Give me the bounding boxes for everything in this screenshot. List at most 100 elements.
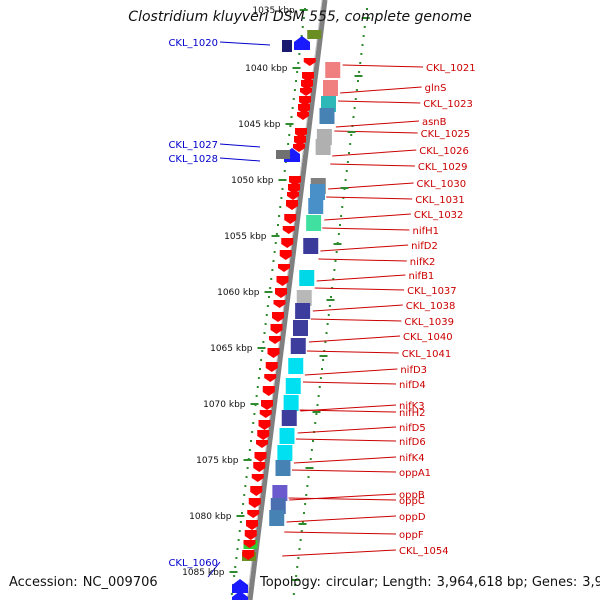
- scale-dot: [303, 512, 305, 514]
- topology-value: circular: [325, 575, 374, 590]
- scale-dot: [277, 224, 279, 226]
- gene-arrow-forward: [288, 184, 300, 194]
- scale-dot: [327, 314, 330, 316]
- gene-arrow-forward: [299, 96, 311, 106]
- scale-dot: [318, 386, 321, 388]
- scale-tick-label: 1070 kbp: [203, 400, 246, 410]
- leader-line: [326, 196, 413, 200]
- gene-arrow-forward: [275, 288, 287, 298]
- gene-arrow-forward: [270, 324, 283, 334]
- gene-label-right: nifD4: [399, 380, 426, 391]
- leader-line: [219, 143, 261, 148]
- scale-dot: [300, 35, 303, 37]
- scale-dot: [236, 548, 239, 550]
- cog-block: [296, 290, 312, 306]
- gene-label-right: CKL_1040: [403, 332, 453, 343]
- scale-tick-label: 1085 kbp: [182, 568, 225, 578]
- leader-line: [302, 381, 397, 385]
- leader-line: [334, 130, 418, 134]
- cog-block: [325, 62, 341, 78]
- scale-dot: [288, 134, 291, 136]
- scale-tick-label: 1050 kbp: [231, 176, 274, 186]
- scale-dot: [268, 296, 270, 298]
- leader-line: [332, 149, 417, 157]
- scale-dot: [242, 503, 245, 505]
- leader-line: [338, 100, 421, 104]
- scale-dot: [301, 521, 304, 523]
- cog-block: [308, 198, 324, 214]
- scale-dot: [358, 71, 361, 73]
- scale-dot: [315, 413, 318, 415]
- leader-line: [318, 258, 407, 262]
- scale-dot: [255, 395, 258, 397]
- scale-dot: [253, 413, 256, 415]
- scale-dot: [326, 323, 329, 325]
- gene-arrow-forward: [253, 462, 266, 472]
- cog-block: [288, 358, 304, 374]
- leader-line: [297, 426, 397, 434]
- gene-arrow-forward: [298, 104, 310, 114]
- scale-dot: [328, 305, 331, 307]
- gene-arrow-forward: [250, 486, 263, 496]
- scale-tick-label: 1065 kbp: [210, 344, 253, 354]
- scale-dot: [266, 305, 269, 307]
- cog-block: [299, 270, 315, 286]
- scale-dot: [251, 431, 254, 433]
- scale-dot: [296, 71, 299, 73]
- gene-label-right: CKL_1039: [404, 317, 454, 328]
- scale-dot: [273, 251, 276, 253]
- scale-dot: [317, 395, 320, 397]
- cog-category-blocks: [242, 30, 341, 561]
- cog-block: [323, 80, 338, 96]
- scale-dot: [353, 107, 356, 109]
- leader-line: [330, 163, 415, 167]
- scale-dot: [301, 26, 304, 28]
- leader-line: [289, 493, 397, 501]
- scale-dot: [259, 368, 261, 370]
- leader-line: [293, 456, 397, 464]
- scale-dot: [302, 17, 305, 19]
- scale-dot: [298, 53, 301, 55]
- gene-arrow-forward: [289, 176, 301, 186]
- leader-line: [308, 335, 401, 343]
- scale-dot: [345, 170, 348, 172]
- gene-label-right: CKL_1029: [418, 162, 468, 173]
- scale-tick-label: 1035 kbp: [252, 6, 295, 16]
- scale-dot: [271, 269, 274, 271]
- gene-label-right: oppF: [399, 530, 424, 541]
- leader-line: [304, 368, 398, 376]
- scale-dot: [312, 440, 314, 442]
- scale-tick-label: 1045 kbp: [238, 120, 281, 130]
- gene-label-left: CKL_1020: [168, 38, 218, 49]
- gene-arrow-forward: [281, 238, 294, 248]
- gene-label-right: nifK2: [410, 257, 436, 268]
- gene-arrow-forward: [293, 144, 305, 152]
- gene-label-left: CKL_1028: [168, 154, 218, 165]
- scale-dot: [319, 377, 322, 379]
- cog-block: [279, 428, 295, 444]
- leader-line: [219, 157, 261, 162]
- scale-dot: [292, 98, 295, 100]
- scale-dot: [337, 233, 340, 235]
- scale-dot: [269, 287, 272, 289]
- scale-dot: [296, 566, 299, 568]
- scale-dot: [283, 170, 286, 172]
- scale-dot: [330, 296, 332, 298]
- gene-label-right: CKL_1021: [426, 63, 476, 74]
- cog-block: [285, 378, 301, 394]
- leader-line: [282, 549, 397, 557]
- scale-tick-label: 1055 kbp: [224, 232, 267, 242]
- gene-arrow-forward: [256, 440, 268, 448]
- scale-dot: [252, 422, 255, 424]
- cog-block: [303, 238, 319, 254]
- gene-label-right: CKL_1031: [415, 195, 465, 206]
- scale-dot: [238, 530, 241, 532]
- gene-label-right: CKL_1023: [423, 99, 473, 110]
- scale-dot: [299, 539, 302, 541]
- scale-dot: [362, 35, 365, 37]
- accession-label: Accession:: [9, 575, 78, 590]
- gene-arrow-forward: [244, 530, 257, 540]
- scale-dot: [309, 458, 312, 460]
- scale-dot: [244, 485, 247, 487]
